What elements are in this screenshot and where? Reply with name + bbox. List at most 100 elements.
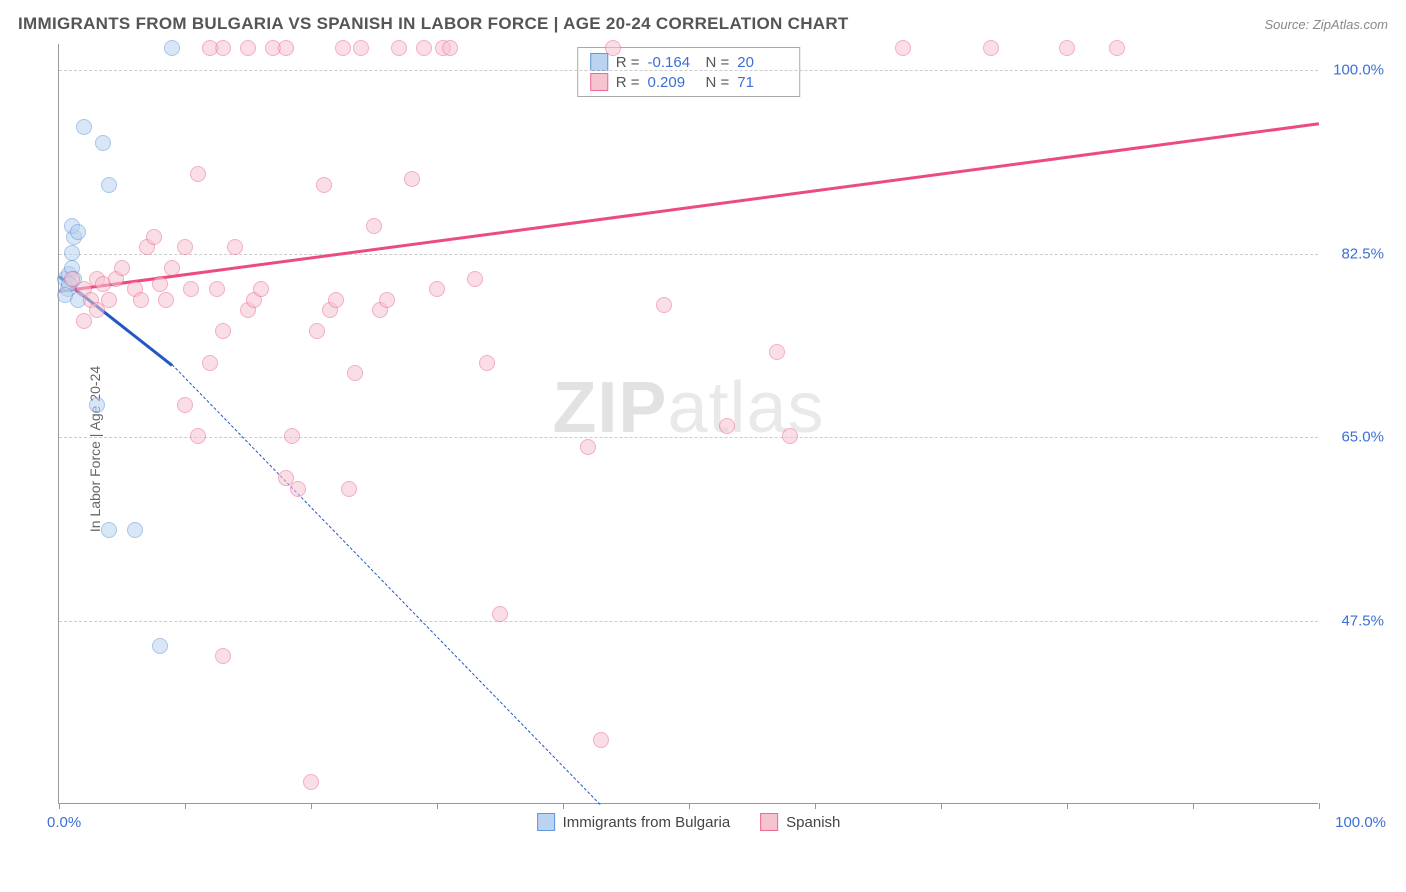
y-tick-label: 65.0% [1324, 429, 1384, 446]
y-tick-label: 47.5% [1324, 612, 1384, 629]
x-tick [311, 803, 312, 809]
data-point [177, 397, 193, 413]
x-tick [185, 803, 186, 809]
data-point [895, 40, 911, 56]
data-point [769, 344, 785, 360]
data-point [404, 171, 420, 187]
data-point [215, 323, 231, 339]
data-point [89, 302, 105, 318]
data-point [1059, 40, 1075, 56]
data-point [190, 428, 206, 444]
data-point [114, 260, 130, 276]
bottom-legend: Immigrants from Bulgaria Spanish [537, 813, 841, 831]
data-point [479, 355, 495, 371]
data-point [209, 281, 225, 297]
data-point [656, 297, 672, 313]
data-point [146, 229, 162, 245]
chart-title: IMMIGRANTS FROM BULGARIA VS SPANISH IN L… [18, 14, 849, 34]
legend-label: Immigrants from Bulgaria [563, 814, 731, 831]
data-point [290, 481, 306, 497]
data-point [335, 40, 351, 56]
gridline-h [59, 70, 1318, 71]
chart-container: In Labor Force | Age 20-24 ZIPatlas 0.0%… [18, 44, 1388, 854]
data-point [215, 648, 231, 664]
data-point [492, 606, 508, 622]
legend-swatch [760, 813, 778, 831]
y-tick-label: 82.5% [1324, 245, 1384, 262]
data-point [303, 774, 319, 790]
x-tick [563, 803, 564, 809]
data-point [379, 292, 395, 308]
stat-r-label: R = [616, 54, 640, 71]
x-tick [1193, 803, 1194, 809]
stat-r-value: 0.209 [648, 74, 698, 91]
data-point [158, 292, 174, 308]
x-tick [437, 803, 438, 809]
data-point [467, 271, 483, 287]
data-point [89, 397, 105, 413]
y-tick-label: 100.0% [1324, 62, 1384, 79]
data-point [983, 40, 999, 56]
data-point [593, 732, 609, 748]
data-point [190, 166, 206, 182]
data-point [328, 292, 344, 308]
trend-line [172, 364, 601, 805]
data-point [429, 281, 445, 297]
gridline-h [59, 437, 1318, 438]
legend-item: Immigrants from Bulgaria [537, 813, 731, 831]
data-point [101, 177, 117, 193]
series-swatch [590, 53, 608, 71]
data-point [76, 313, 92, 329]
x-tick [1067, 803, 1068, 809]
data-point [1109, 40, 1125, 56]
x-tick [59, 803, 60, 809]
x-axis-origin: 0.0% [47, 814, 81, 831]
x-tick [689, 803, 690, 809]
data-point [240, 40, 256, 56]
data-point [133, 292, 149, 308]
data-point [95, 135, 111, 151]
data-point [183, 281, 199, 297]
data-point [70, 224, 86, 240]
stat-n-value: 71 [737, 74, 787, 91]
data-point [202, 40, 218, 56]
x-tick [941, 803, 942, 809]
x-tick [815, 803, 816, 809]
data-point [57, 287, 73, 303]
plot-area: ZIPatlas 0.0% 100.0% R =-0.164N =20R =0.… [58, 44, 1318, 804]
data-point [177, 239, 193, 255]
data-point [278, 40, 294, 56]
stats-row: R = 0.209 N = 71 [590, 72, 788, 92]
data-point [202, 355, 218, 371]
data-point [347, 365, 363, 381]
data-point [309, 323, 325, 339]
gridline-h [59, 621, 1318, 622]
stat-r-value: -0.164 [648, 54, 698, 71]
data-point [164, 40, 180, 56]
legend-swatch [537, 813, 555, 831]
legend-item: Spanish [760, 813, 840, 831]
stat-n-label: N = [706, 74, 730, 91]
data-point [353, 40, 369, 56]
data-point [782, 428, 798, 444]
data-point [164, 260, 180, 276]
data-point [101, 522, 117, 538]
stat-r-label: R = [616, 74, 640, 91]
stat-n-label: N = [706, 54, 730, 71]
data-point [227, 239, 243, 255]
data-point [152, 276, 168, 292]
x-tick [1319, 803, 1320, 809]
stat-n-value: 20 [737, 54, 787, 71]
data-point [64, 245, 80, 261]
chart-header: IMMIGRANTS FROM BULGARIA VS SPANISH IN L… [18, 14, 1388, 34]
data-point [391, 40, 407, 56]
data-point [152, 638, 168, 654]
data-point [366, 218, 382, 234]
data-point [253, 281, 269, 297]
data-point [341, 481, 357, 497]
data-point [76, 119, 92, 135]
data-point [605, 40, 621, 56]
data-point [127, 522, 143, 538]
data-point [416, 40, 432, 56]
x-axis-max: 100.0% [1335, 814, 1386, 831]
